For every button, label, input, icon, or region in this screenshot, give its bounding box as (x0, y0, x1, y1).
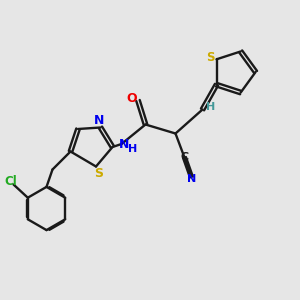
Text: C: C (180, 152, 189, 163)
Text: N: N (119, 137, 129, 151)
Text: Cl: Cl (4, 175, 17, 188)
Text: H: H (128, 144, 137, 154)
Text: H: H (206, 102, 215, 112)
Text: N: N (94, 114, 104, 128)
Text: N: N (187, 173, 196, 184)
Text: S: S (94, 167, 103, 180)
Text: O: O (126, 92, 137, 105)
Text: S: S (206, 51, 214, 64)
